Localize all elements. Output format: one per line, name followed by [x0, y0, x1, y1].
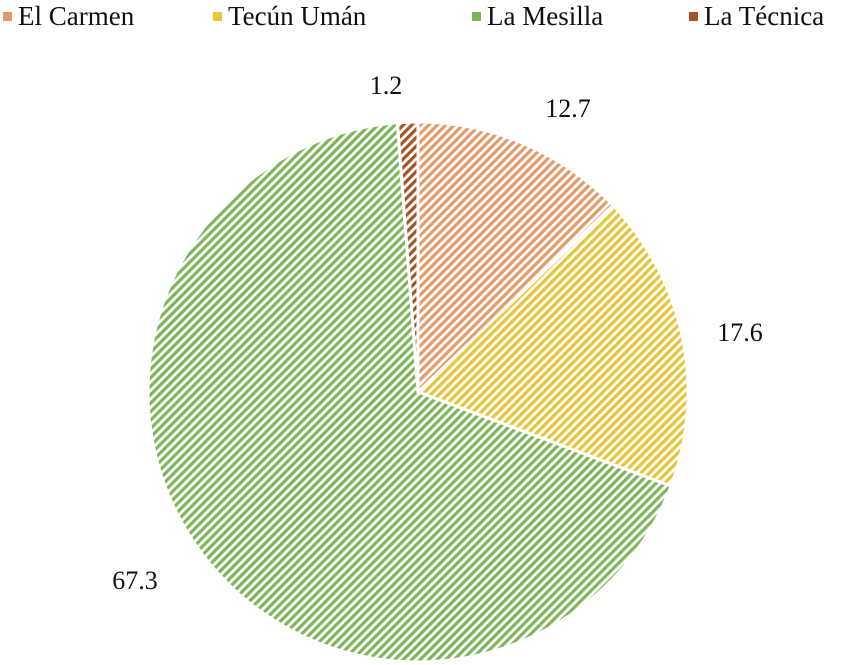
legend-label: La Mesilla	[487, 1, 604, 31]
legend-item-la-mesilla: La Mesilla	[472, 0, 603, 32]
pie-slice-el-carmen	[416, 120, 616, 396]
legend-label: La Técnica	[704, 1, 825, 31]
data-label-tecun-uman: 17.6	[717, 318, 763, 347]
data-label-la-tecnica: 1.2	[370, 71, 403, 100]
data-label-el-carmen: 12.7	[545, 94, 591, 123]
legend-item-el-carmen: El Carmen	[3, 0, 134, 32]
legend-swatch	[213, 11, 222, 21]
legend-swatch	[3, 11, 12, 21]
legend-label: Tecún Umán	[228, 1, 367, 31]
pie-slice-la-tecnica	[395, 120, 420, 393]
legend-swatch	[472, 11, 481, 21]
pie-slice-la-mesilla	[146, 121, 673, 664]
legend-label: El Carmen	[18, 1, 135, 31]
legend-swatch	[689, 11, 698, 21]
legend: El Carmen Tecún Umán La Mesilla La Técni…	[0, 0, 850, 34]
legend-item-la-tecnica: La Técnica	[689, 0, 824, 32]
data-label-la-mesilla: 67.3	[112, 566, 158, 595]
legend-item-tecun-uman: Tecún Umán	[213, 0, 366, 32]
